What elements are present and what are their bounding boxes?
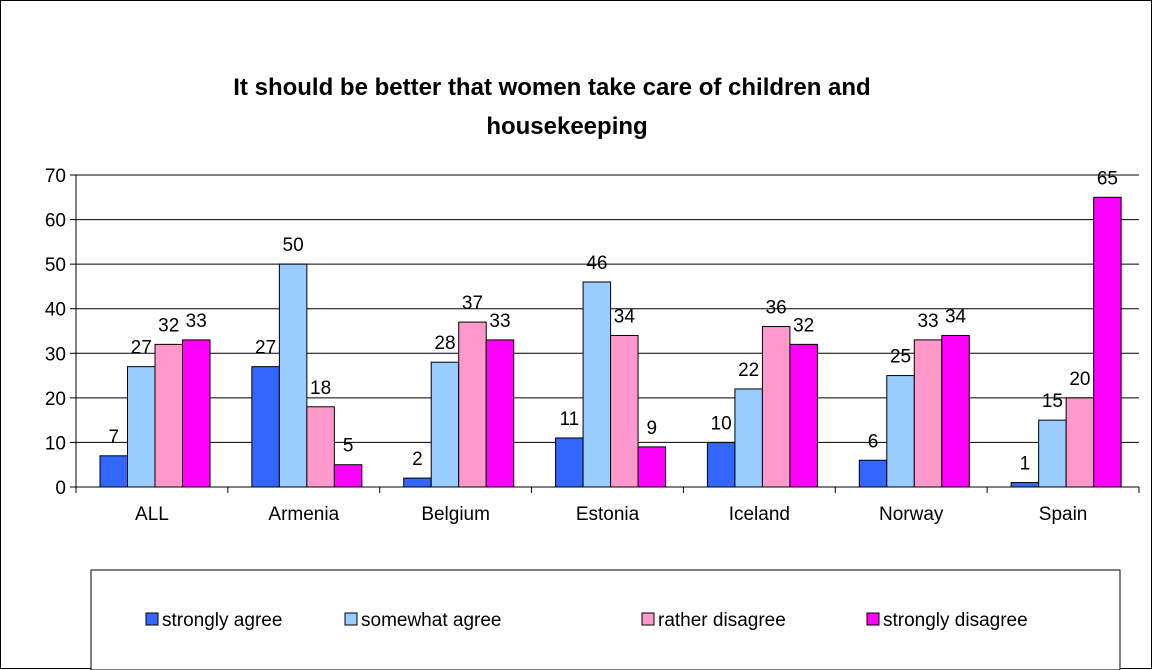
data-label: 25 [890,347,911,368]
y-tick-label: 60 [45,211,66,232]
bar-belgium-rather-disagree [458,321,487,488]
legend-label: somewhat agree [361,610,501,631]
category-label: Spain [1039,504,1088,525]
category-label: Estonia [576,504,640,525]
bar-estonia-rather-disagree [610,334,639,488]
category-label: Norway [879,504,944,525]
bar-iceland-rather-disagree [761,326,791,488]
bar-estonia-somewhat-agree [582,281,612,488]
category-label: Armenia [268,504,339,525]
chart-title-line-1: It should be better that women take care… [233,74,870,101]
y-tick-label: 20 [45,389,66,410]
category-label: Iceland [729,504,790,525]
data-label: 36 [766,298,787,319]
data-label: 28 [434,333,455,354]
bar-iceland-strongly-disagree [789,343,818,488]
data-label: 7 [108,427,119,448]
data-label: 10 [711,413,732,434]
bar-norway-strongly-disagree [941,334,970,488]
bar-iceland-strongly-agree [706,441,736,488]
data-label: 32 [793,315,814,336]
bar-all-strongly-agree [99,455,128,488]
bar-estonia-strongly-agree [555,437,584,488]
data-label: 2 [412,449,423,470]
data-label: 27 [131,338,152,359]
data-label: 20 [1069,369,1090,390]
data-label: 46 [586,253,607,274]
category-label: ALL [135,504,169,525]
bar-all-rather-disagree [154,343,183,488]
legend-swatch [145,612,159,626]
bar-belgium-strongly-disagree [485,339,515,488]
bar-all-somewhat-agree [127,366,156,488]
legend-label: rather disagree [658,610,786,631]
y-tick-label: 50 [45,255,66,276]
y-tick-label: 40 [45,300,66,321]
data-label: 33 [917,311,938,332]
legend-swatch [344,612,358,626]
axes [70,174,1140,493]
legend-box [90,569,1121,670]
bar-armenia-somewhat-agree [278,263,308,488]
y-tick-label: 0 [55,478,66,499]
data-label: 5 [343,436,354,457]
bar-spain-strongly-disagree [1093,196,1122,488]
bar-belgium-somewhat-agree [430,361,460,488]
bar-estonia-strongly-disagree [637,446,667,488]
chart-title-line-2: housekeeping [486,113,647,140]
y-tick-label: 70 [45,166,66,187]
y-axis-ticks: 0 10 20 30 40 50 60 70 [45,166,66,499]
data-label: 32 [158,315,179,336]
legend-label: strongly disagree [883,610,1028,631]
bar-spain-rather-disagree [1065,397,1095,488]
legend-swatch [641,612,655,626]
data-label: 11 [559,409,579,430]
data-label: 27 [255,338,276,359]
bar-norway-somewhat-agree [886,375,915,488]
data-labels: 7 27 32 33 27 50 18 5 2 28 37 33 11 46 34 9 10 22 36 32 6 25 3… [108,168,1118,474]
bar-armenia-strongly-disagree [333,464,363,488]
data-label: 6 [868,431,879,452]
y-tick-label: 10 [45,433,66,454]
y-tick-label: 30 [45,344,66,365]
bar-belgium-strongly-agree [403,477,432,488]
legend: strongly agree somewhat agree rather disag… [145,610,1028,631]
data-label: 34 [945,306,967,327]
data-label: 22 [738,360,759,381]
data-label: 15 [1042,391,1063,412]
data-label: 65 [1097,168,1118,189]
bar-armenia-strongly-agree [251,366,280,488]
data-label: 34 [614,306,636,327]
bar-spain-strongly-agree [1010,482,1040,488]
bar-norway-rather-disagree [913,339,943,488]
legend-swatch [866,612,880,626]
bars [99,196,1122,488]
data-label: 18 [310,378,331,399]
bar-spain-somewhat-agree [1038,419,1067,488]
bar-all-strongly-disagree [182,339,211,488]
data-label: 33 [489,311,510,332]
bar-norway-strongly-agree [858,459,888,488]
data-label: 50 [283,235,304,256]
bar-iceland-somewhat-agree [734,388,763,488]
data-label: 37 [462,293,483,314]
legend-label: strongly agree [162,610,282,631]
x-axis-categories: ALL Armenia Belgium Estonia Iceland Norway Spa… [135,504,1087,525]
bar-armenia-rather-disagree [306,406,335,488]
data-label: 9 [647,418,658,439]
data-label: 33 [186,311,207,332]
data-label: 1 [1020,454,1031,475]
category-label: Belgium [421,504,490,525]
